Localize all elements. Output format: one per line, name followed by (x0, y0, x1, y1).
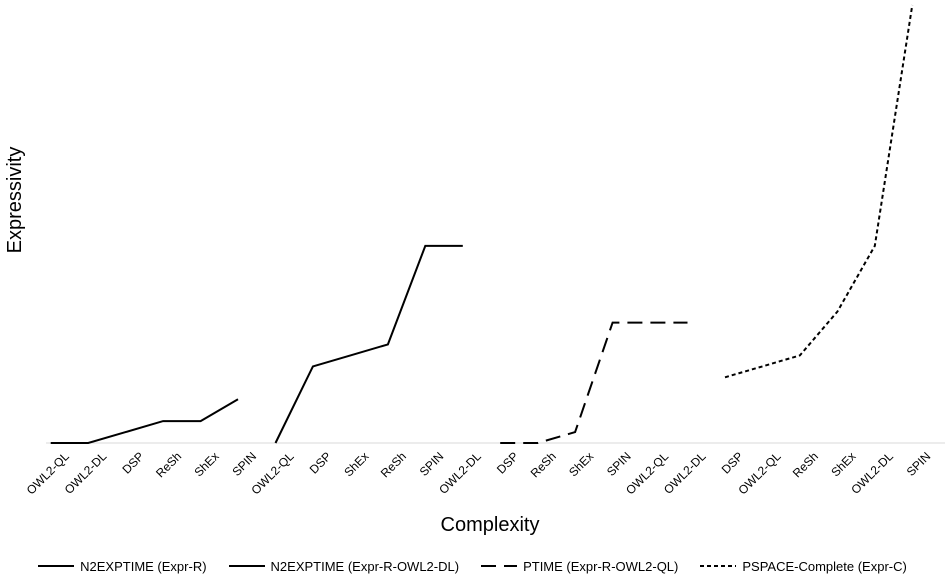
series-line-4 (724, 4, 914, 379)
legend-swatch (228, 561, 265, 571)
series-line-3 (500, 321, 688, 444)
legend-swatch (481, 561, 518, 571)
x-tick-label: DSP (719, 449, 746, 476)
x-axis-title: Complexity (441, 514, 540, 536)
x-tick-label: SPIN (604, 449, 634, 479)
legend-item-4: PSPACE-Complete (Expr-C) (700, 558, 907, 574)
x-tick-label: ReSh (528, 449, 559, 480)
legend-swatch (700, 561, 737, 571)
series-line-1 (50, 398, 239, 444)
legend-swatch (38, 561, 75, 571)
legend: N2EXPTIME (Expr-R) N2EXPTIME (Expr-R-OWL2… (0, 556, 945, 576)
x-tick-label: ReSh (153, 449, 184, 480)
x-tick-label: ShEx (566, 449, 596, 479)
x-tick-label: SPIN (904, 449, 934, 479)
legend-item-2: N2EXPTIME (Expr-R-OWL2-DL) (228, 558, 460, 574)
x-tick-label: ShEx (341, 449, 371, 479)
series-line-2 (274, 244, 463, 444)
legend-label: PSPACE-Complete (Expr-C) (742, 558, 907, 574)
x-tick-label: DSP (494, 449, 521, 476)
y-axis-title: Expressivity (4, 147, 26, 254)
x-tick-label: SPIN (229, 449, 259, 479)
legend-label: N2EXPTIME (Expr-R-OWL2-DL) (270, 558, 460, 574)
x-tick-label: SPIN (417, 449, 447, 479)
legend-label: N2EXPTIME (Expr-R) (80, 558, 207, 574)
legend-item-3: PTIME (Expr-R-OWL2-QL) (481, 559, 678, 574)
legend-item-1: N2EXPTIME (Expr-R) (38, 558, 207, 574)
x-tick-label: ReSh (378, 449, 409, 480)
x-tick-label: ReSh (790, 449, 821, 480)
x-tick-label: ShEx (191, 449, 221, 479)
x-tick-label: ShEx (828, 449, 858, 479)
legend-label: PTIME (Expr-R-OWL2-QL) (523, 558, 679, 574)
x-tick-label: DSP (119, 449, 146, 476)
x-tick-label: DSP (307, 449, 334, 476)
